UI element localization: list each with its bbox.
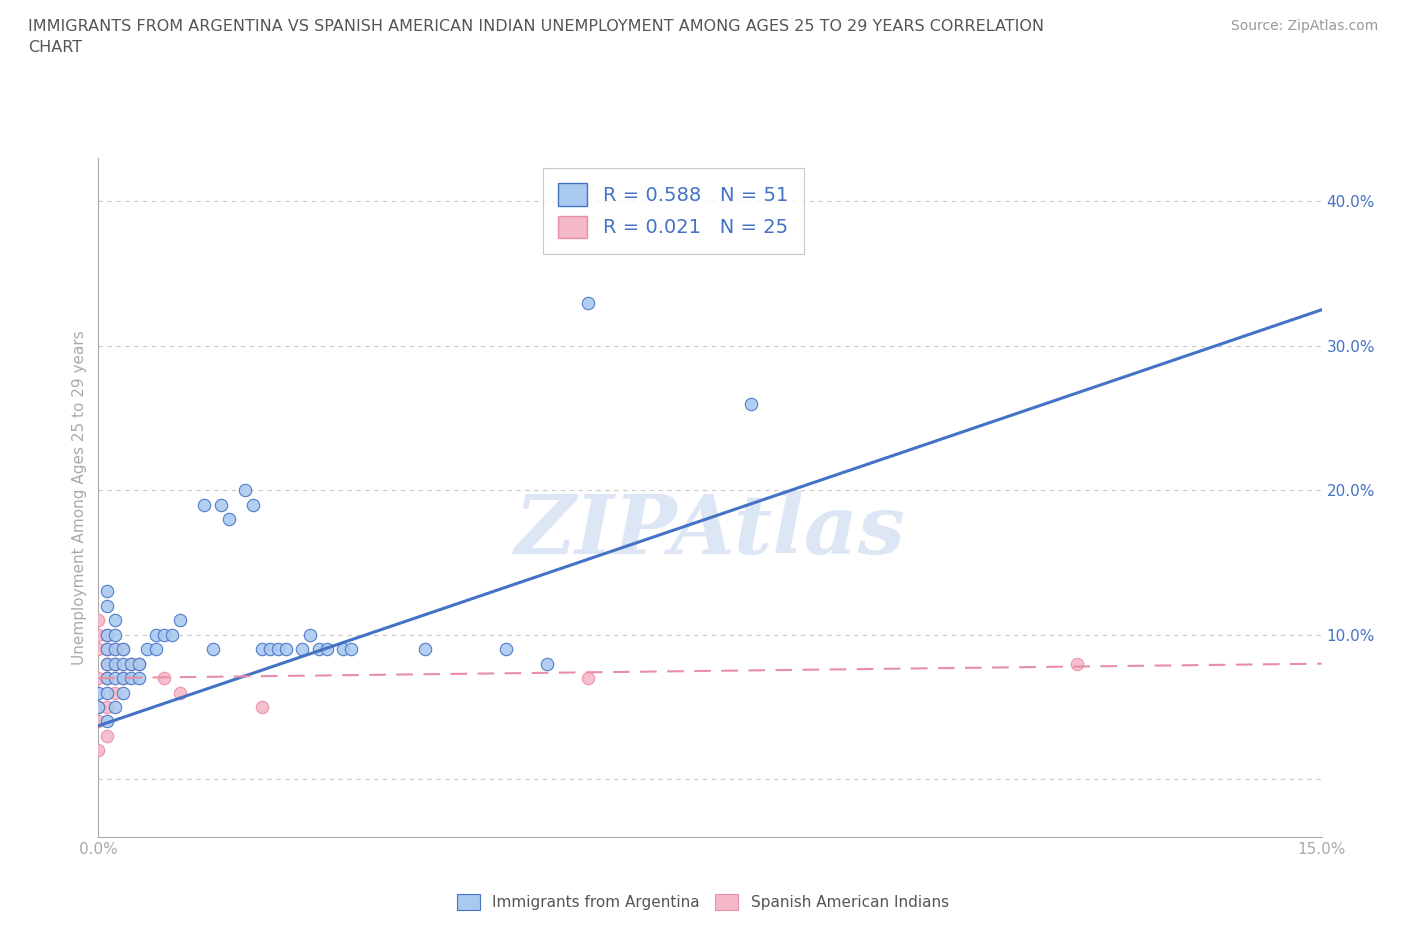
Point bbox=[250, 642, 273, 657]
Point bbox=[308, 642, 330, 657]
Point bbox=[104, 685, 127, 700]
Point bbox=[104, 699, 127, 714]
Point bbox=[96, 642, 118, 657]
Point bbox=[740, 396, 762, 411]
Point bbox=[111, 642, 134, 657]
Point bbox=[96, 584, 118, 599]
Point bbox=[413, 642, 436, 657]
Point bbox=[96, 699, 118, 714]
Point bbox=[291, 642, 314, 657]
Point bbox=[242, 498, 264, 512]
Point bbox=[120, 657, 142, 671]
Point bbox=[87, 671, 110, 685]
Point bbox=[576, 671, 599, 685]
Text: Source: ZipAtlas.com: Source: ZipAtlas.com bbox=[1230, 19, 1378, 33]
Point bbox=[87, 613, 110, 628]
Point bbox=[120, 657, 142, 671]
Point bbox=[111, 685, 134, 700]
Point bbox=[201, 642, 224, 657]
Point bbox=[96, 671, 118, 685]
Point bbox=[87, 699, 110, 714]
Point bbox=[250, 699, 273, 714]
Point bbox=[340, 642, 363, 657]
Point bbox=[87, 743, 110, 758]
Point bbox=[145, 628, 167, 643]
Point bbox=[274, 642, 297, 657]
Legend: R = 0.588   N = 51, R = 0.021   N = 25: R = 0.588 N = 51, R = 0.021 N = 25 bbox=[543, 167, 804, 254]
Y-axis label: Unemployment Among Ages 25 to 29 years: Unemployment Among Ages 25 to 29 years bbox=[72, 330, 87, 665]
Point bbox=[96, 685, 118, 700]
Point bbox=[96, 598, 118, 613]
Legend: Immigrants from Argentina, Spanish American Indians: Immigrants from Argentina, Spanish Ameri… bbox=[450, 886, 956, 918]
Point bbox=[87, 628, 110, 643]
Point bbox=[160, 628, 183, 643]
Point bbox=[136, 642, 159, 657]
Point bbox=[1066, 657, 1088, 671]
Point bbox=[495, 642, 517, 657]
Point bbox=[145, 642, 167, 657]
Point bbox=[193, 498, 215, 512]
Point bbox=[87, 699, 110, 714]
Point bbox=[96, 657, 118, 671]
Point bbox=[111, 671, 134, 685]
Point bbox=[259, 642, 281, 657]
Point bbox=[233, 483, 256, 498]
Point bbox=[120, 671, 142, 685]
Point bbox=[128, 657, 150, 671]
Point bbox=[96, 728, 118, 743]
Point bbox=[267, 642, 290, 657]
Point bbox=[96, 642, 118, 657]
Point bbox=[152, 671, 174, 685]
Text: IMMIGRANTS FROM ARGENTINA VS SPANISH AMERICAN INDIAN UNEMPLOYMENT AMONG AGES 25 : IMMIGRANTS FROM ARGENTINA VS SPANISH AME… bbox=[28, 19, 1045, 55]
Point bbox=[111, 671, 134, 685]
Point bbox=[128, 671, 150, 685]
Point bbox=[169, 685, 191, 700]
Point bbox=[169, 613, 191, 628]
Point bbox=[128, 657, 150, 671]
Point bbox=[315, 642, 337, 657]
Point bbox=[87, 642, 110, 657]
Point bbox=[96, 657, 118, 671]
Point bbox=[87, 714, 110, 729]
Point bbox=[576, 295, 599, 310]
Point bbox=[96, 714, 118, 729]
Point bbox=[111, 642, 134, 657]
Point bbox=[104, 642, 127, 657]
Point bbox=[104, 671, 127, 685]
Point bbox=[152, 628, 174, 643]
Point bbox=[536, 657, 558, 671]
Point bbox=[111, 657, 134, 671]
Point bbox=[299, 628, 322, 643]
Point bbox=[96, 628, 118, 643]
Point bbox=[104, 657, 127, 671]
Text: ZIPAtlas: ZIPAtlas bbox=[515, 491, 905, 572]
Point bbox=[209, 498, 232, 512]
Point bbox=[104, 613, 127, 628]
Point bbox=[218, 512, 240, 526]
Point bbox=[96, 628, 118, 643]
Point bbox=[96, 671, 118, 685]
Point bbox=[87, 685, 110, 700]
Point bbox=[104, 628, 127, 643]
Point bbox=[332, 642, 354, 657]
Point bbox=[104, 642, 127, 657]
Point bbox=[104, 657, 127, 671]
